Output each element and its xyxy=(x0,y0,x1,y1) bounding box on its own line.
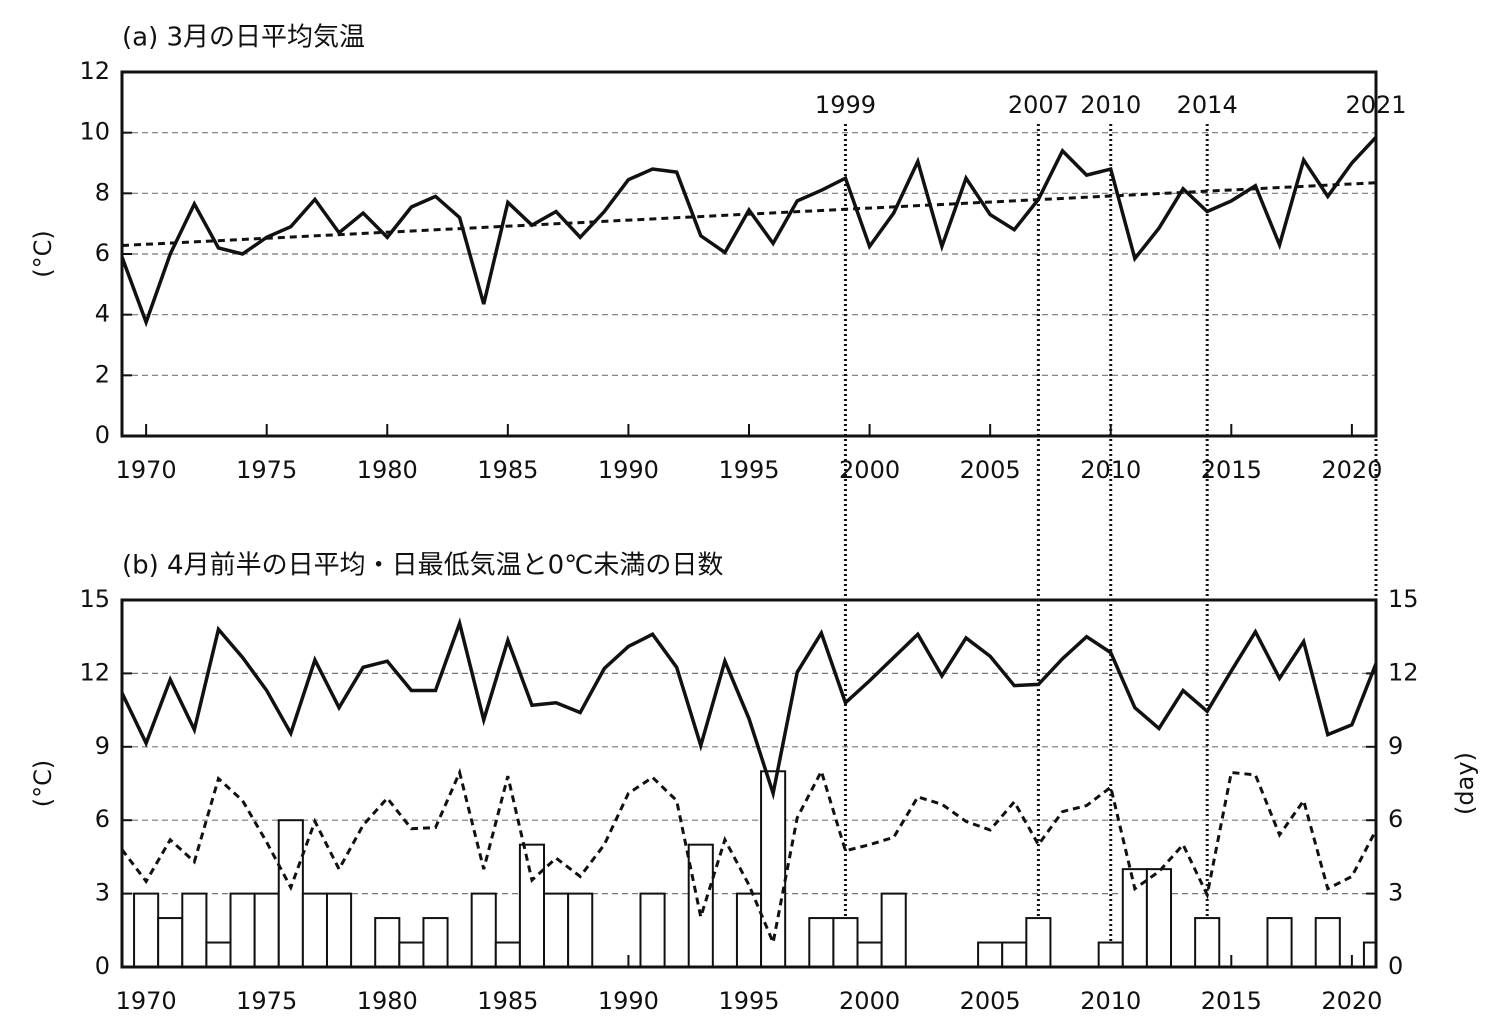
x-tick-label: 1970 xyxy=(116,456,177,484)
bar xyxy=(1145,868,1173,967)
bar xyxy=(543,892,570,967)
bar xyxy=(157,917,184,967)
plot-frame xyxy=(120,598,1378,969)
bar xyxy=(422,917,449,967)
y-axis-label: (°C) xyxy=(29,230,57,277)
bar xyxy=(205,941,232,967)
marker-label: 1999 xyxy=(815,91,876,119)
bar xyxy=(977,941,1004,967)
marker-label: 2014 xyxy=(1177,91,1238,119)
line-series xyxy=(122,767,1376,948)
bar xyxy=(1314,917,1341,967)
marker-label: 2021 xyxy=(1345,91,1406,119)
y2-axis-label: (day) xyxy=(1451,752,1479,815)
y2-tick-label: 0 xyxy=(1388,952,1403,980)
bar xyxy=(1097,941,1124,967)
x-tick-label: 2000 xyxy=(839,987,900,1015)
x-tick-label: 1990 xyxy=(598,987,659,1015)
bar xyxy=(832,917,859,967)
y-tick-label: 8 xyxy=(95,178,110,206)
x-tick-label: 1975 xyxy=(236,456,297,484)
x-tick-label: 1975 xyxy=(236,987,297,1015)
y-tick-label: 10 xyxy=(79,118,110,146)
x-tick-label: 1985 xyxy=(477,987,538,1015)
bar xyxy=(470,892,497,967)
y-tick-label: 2 xyxy=(95,360,110,388)
x-tick-label: 2015 xyxy=(1201,456,1262,484)
bar xyxy=(808,917,835,967)
x-tick-label: 2005 xyxy=(960,987,1021,1015)
bar xyxy=(229,892,256,967)
bar xyxy=(133,892,160,967)
y-tick-label: 12 xyxy=(79,658,110,686)
bar xyxy=(856,941,883,967)
line-series xyxy=(122,136,1376,328)
marker-label: 2010 xyxy=(1080,91,1141,119)
x-tick-label: 2020 xyxy=(1321,456,1382,484)
bar xyxy=(1025,917,1052,967)
marker-label: 2007 xyxy=(1008,91,1069,119)
bar xyxy=(325,892,353,967)
x-tick-label: 1990 xyxy=(598,456,659,484)
plot-area xyxy=(122,617,1376,967)
bar xyxy=(253,892,280,967)
bar xyxy=(1266,917,1293,967)
y-tick-label: 12 xyxy=(79,57,110,85)
y2-tick-label: 3 xyxy=(1388,879,1403,907)
x-tick-label: 1980 xyxy=(357,987,418,1015)
bar xyxy=(301,892,328,967)
bar xyxy=(181,892,208,967)
y2-tick-label: 9 xyxy=(1388,732,1403,760)
y-tick-label: 6 xyxy=(95,805,110,833)
x-tick-label: 2010 xyxy=(1080,987,1141,1015)
bar xyxy=(687,843,714,967)
line-series xyxy=(122,181,1376,248)
bar xyxy=(1194,917,1221,967)
bar xyxy=(1001,941,1028,967)
x-tick-label: 2005 xyxy=(960,456,1021,484)
panel-title: (a) 3月の日平均気温 xyxy=(122,23,365,53)
bar xyxy=(639,892,666,967)
bar xyxy=(567,892,594,967)
y-tick-label: 0 xyxy=(95,952,110,980)
bar xyxy=(760,770,787,967)
bar xyxy=(374,917,401,967)
line-series xyxy=(122,617,1376,801)
x-tick-label: 1995 xyxy=(718,456,779,484)
y-tick-label: 4 xyxy=(95,300,110,328)
bar xyxy=(518,843,546,967)
y-tick-label: 6 xyxy=(95,239,110,267)
y2-tick-label: 6 xyxy=(1388,805,1403,833)
y-tick-label: 9 xyxy=(95,732,110,760)
y-tick-label: 3 xyxy=(95,879,110,907)
y-axis-label: (°C) xyxy=(29,760,57,807)
x-tick-label: 1995 xyxy=(718,987,779,1015)
bar xyxy=(277,819,304,967)
x-tick-label: 2000 xyxy=(839,456,900,484)
panel-title: (b) 4月前半の日平均・日最低気温と0℃未満の日数 xyxy=(122,551,723,581)
bar xyxy=(880,892,907,967)
plot-area xyxy=(122,136,1376,328)
x-tick-label: 1970 xyxy=(116,987,177,1015)
bar xyxy=(398,941,425,967)
y2-tick-label: 12 xyxy=(1388,658,1419,686)
x-tick-label: 1980 xyxy=(357,456,418,484)
y-tick-label: 0 xyxy=(95,421,110,449)
x-tick-label: 2020 xyxy=(1321,987,1382,1015)
x-tick-label: 1985 xyxy=(477,456,538,484)
x-tick-label: 2015 xyxy=(1201,987,1262,1015)
bar xyxy=(494,941,521,967)
y2-tick-label: 15 xyxy=(1388,585,1419,613)
y-tick-label: 15 xyxy=(79,585,110,613)
